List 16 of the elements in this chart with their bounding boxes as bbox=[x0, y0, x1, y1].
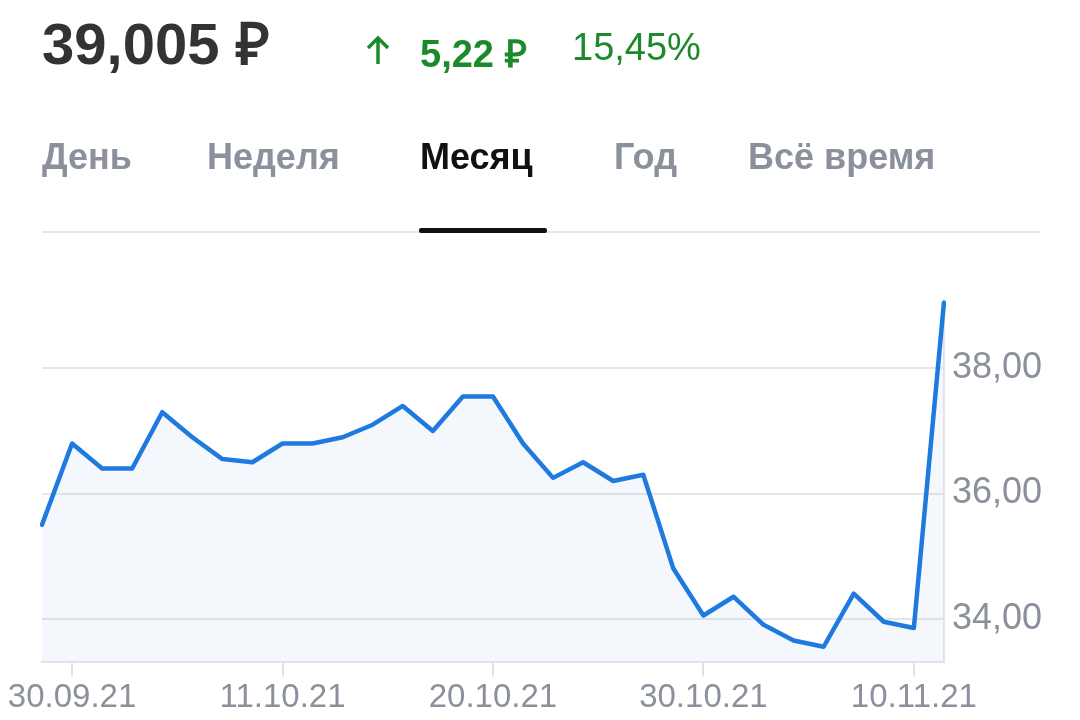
y-tick-label: 34,00 bbox=[951, 595, 1043, 637]
y-tick-label: 36,00 bbox=[951, 470, 1043, 512]
text: День bbox=[42, 136, 132, 178]
x-tick-label: 10.11.21 bbox=[850, 677, 977, 715]
text: 5,22 ₽ bbox=[420, 32, 527, 77]
y-tick-label: 38,00 bbox=[951, 345, 1043, 387]
text: Неделя bbox=[207, 136, 340, 178]
text: Год bbox=[614, 136, 677, 178]
text: 15,45% bbox=[572, 26, 701, 69]
x-tick-label: 11.10.21 bbox=[219, 677, 346, 715]
text: Всё время bbox=[748, 136, 936, 178]
x-tick-label: 30.10.21 bbox=[639, 677, 768, 715]
chart-title: 39,005 ₽ bbox=[42, 10, 270, 78]
x-tick-label: 30.09.21 bbox=[7, 677, 137, 715]
x-tick-label: 20.10.21 bbox=[428, 677, 558, 715]
text: Месяц bbox=[420, 136, 533, 178]
